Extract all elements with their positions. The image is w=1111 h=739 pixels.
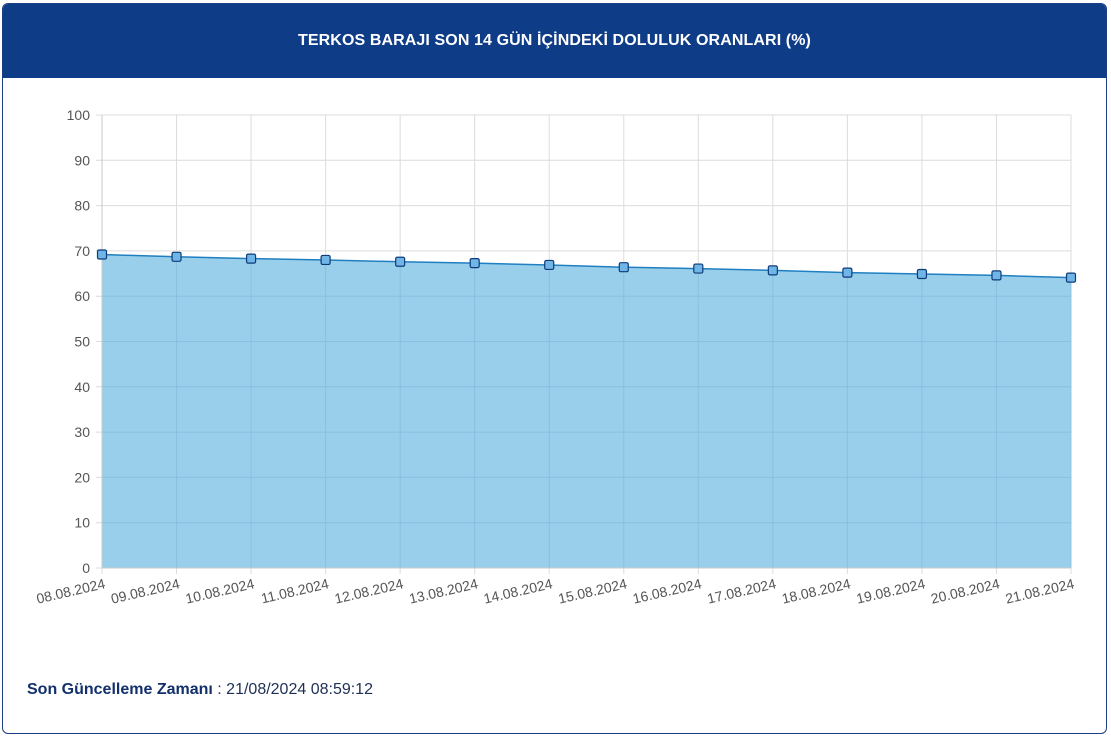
x-tick-label: 11.08.2024 (259, 575, 330, 606)
series-line (101, 253, 1072, 279)
y-tick-label: 40 (74, 379, 90, 395)
card-header: TERKOS BARAJI SON 14 GÜN İÇİNDEKİ DOLULU… (3, 4, 1106, 78)
x-tick-label: 08.08.2024 (35, 575, 107, 606)
data-point-marker[interactable] (693, 263, 704, 274)
last-updated-value: 21/08/2024 08:59:12 (226, 681, 373, 698)
last-updated-label: Son Güncelleme Zamanı (27, 681, 213, 698)
y-tick-label: 30 (74, 424, 90, 440)
chart-title: TERKOS BARAJI SON 14 GÜN İÇİNDEKİ DOLULU… (298, 32, 811, 49)
data-point-marker[interactable] (842, 267, 853, 278)
last-updated: Son Güncelleme Zamanı : 21/08/2024 08:59… (27, 681, 373, 699)
data-point-marker[interactable] (320, 254, 331, 266)
x-tick-label: 19.08.2024 (855, 575, 927, 606)
y-tick-label: 10 (74, 515, 90, 531)
y-tick-label: 80 (74, 198, 90, 214)
x-tick-label: 09.08.2024 (109, 575, 181, 606)
data-markers (96, 249, 1077, 283)
data-point-marker[interactable] (96, 249, 108, 260)
x-tick-label: 15.08.2024 (557, 575, 629, 606)
x-tick-label: 21.08.2024 (1004, 575, 1076, 606)
data-point-marker[interactable] (395, 256, 406, 267)
x-tick-label: 13.08.2024 (407, 575, 479, 606)
y-tick-label: 90 (74, 152, 90, 168)
x-tick-label: 16.08.2024 (631, 575, 703, 606)
y-tick-label: 0 (82, 560, 90, 576)
data-point-marker[interactable] (916, 268, 928, 280)
y-tick-label: 20 (74, 469, 90, 485)
x-tick-label: 12.08.2024 (333, 575, 405, 606)
x-tick-label: 14.08.2024 (482, 575, 554, 606)
data-point-marker[interactable] (469, 258, 480, 269)
y-tick-label: 70 (74, 243, 90, 259)
last-updated-separator: : (212, 681, 227, 698)
data-point-marker[interactable] (544, 259, 555, 271)
data-point-marker[interactable] (991, 270, 1002, 281)
x-tick-label: 20.08.2024 (929, 575, 1001, 606)
data-point-marker[interactable] (171, 251, 182, 262)
data-point-marker[interactable] (245, 253, 257, 264)
area-series (101, 253, 1072, 569)
y-tick-label: 50 (74, 334, 90, 350)
x-tick-label: 10.08.2024 (184, 575, 256, 606)
data-point-marker[interactable] (767, 265, 778, 276)
x-tick-label: 18.08.2024 (780, 575, 852, 606)
y-tick-label: 60 (74, 288, 90, 304)
data-point-marker[interactable] (618, 262, 629, 273)
area-fill (102, 254, 1071, 569)
data-point-marker[interactable] (1065, 272, 1077, 283)
x-tick-label: 17.08.2024 (706, 575, 778, 606)
y-tick-label: 100 (67, 107, 91, 123)
